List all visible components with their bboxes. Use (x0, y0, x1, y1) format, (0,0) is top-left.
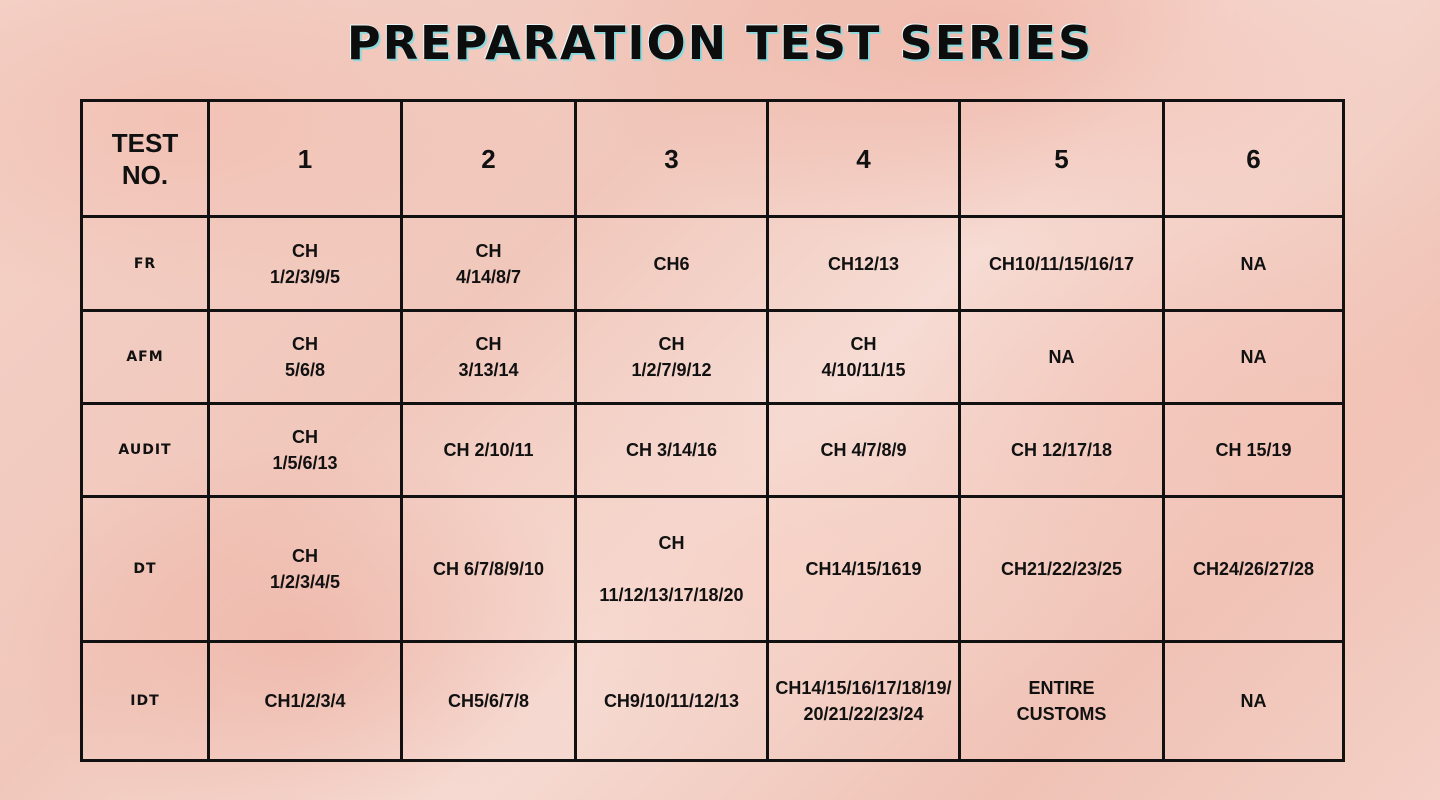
column-header-1: 1 (207, 99, 403, 218)
table-cell: CH14/15/1619 (766, 495, 961, 643)
subject-label: FR (80, 215, 210, 312)
table-cell: ENTIRE CUSTOMS (958, 640, 1165, 762)
table-cell: CH14/15/16/17/18/19/20/21/22/23/24 (766, 640, 961, 762)
table-row-idt: IDT CH1/2/3/4 CH5/6/7/8 CH9/10/11/12/13 … (80, 640, 1345, 762)
table-cell: CH 5/6/8 (207, 309, 403, 405)
table-cell: CH 6/7/8/9/10 (400, 495, 577, 643)
table-cell: CH5/6/7/8 (400, 640, 577, 762)
table-cell: CH 4/14/8/7 (400, 215, 577, 312)
table-cell: NA (1162, 640, 1345, 762)
column-header-4: 4 (766, 99, 961, 218)
table-cell: NA (1162, 215, 1345, 312)
column-header-5: 5 (958, 99, 1165, 218)
table-cell: CH 12/17/18 (958, 402, 1165, 498)
table-cell: NA (958, 309, 1165, 405)
table-cell: CH 15/19 (1162, 402, 1345, 498)
table-cell: CH 1/2/3/4/5 (207, 495, 403, 643)
table-cell: CH 1/2/3/9/5 (207, 215, 403, 312)
header-row: TEST NO. 1 2 3 4 5 6 (80, 99, 1345, 218)
column-header-2: 2 (400, 99, 577, 218)
test-no-header: TEST NO. (80, 99, 210, 218)
table-row-dt: DT CH 1/2/3/4/5 CH 6/7/8/9/10 CH 11/12/1… (80, 495, 1345, 643)
table-cell: CH1/2/3/4 (207, 640, 403, 762)
table-cell: CH10/11/15/16/17 (958, 215, 1165, 312)
subject-label: AUDIT (80, 402, 210, 498)
table-cell: CH 1/5/6/13 (207, 402, 403, 498)
table-cell: CH 3/14/16 (574, 402, 769, 498)
table-cell: CH21/22/23/25 (958, 495, 1165, 643)
column-header-6: 6 (1162, 99, 1345, 218)
table-cell: NA (1162, 309, 1345, 405)
subject-label: DT (80, 495, 210, 643)
table-cell: CH 4/10/11/15 (766, 309, 961, 405)
table-cell: CH6 (574, 215, 769, 312)
table-cell: CH 11/12/13/17/18/20 (574, 495, 769, 643)
table-cell: CH 3/13/14 (400, 309, 577, 405)
table-row-afm: AFM CH 5/6/8 CH 3/13/14 CH 1/2/7/9/12 CH… (80, 309, 1345, 405)
table-cell: CH9/10/11/12/13 (574, 640, 769, 762)
page-title: PREPARATION TEST SERIES (346, 16, 1094, 70)
table-row-audit: AUDIT CH 1/5/6/13 CH 2/10/11 CH 3/14/16 … (80, 402, 1345, 498)
subject-label: IDT (80, 640, 210, 762)
table-cell: CH 2/10/11 (400, 402, 577, 498)
test-series-table: TEST NO. 1 2 3 4 5 6 FR CH 1/2/3/9/5 CH … (80, 99, 1345, 762)
column-header-3: 3 (574, 99, 769, 218)
table-cell: CH24/26/27/28 (1162, 495, 1345, 643)
table-cell: CH 1/2/7/9/12 (574, 309, 769, 405)
subject-label: AFM (80, 309, 210, 405)
table-row-fr: FR CH 1/2/3/9/5 CH 4/14/8/7 CH6 CH12/13 … (80, 215, 1345, 312)
table-cell: CH12/13 (766, 215, 961, 312)
table-cell: CH 4/7/8/9 (766, 402, 961, 498)
